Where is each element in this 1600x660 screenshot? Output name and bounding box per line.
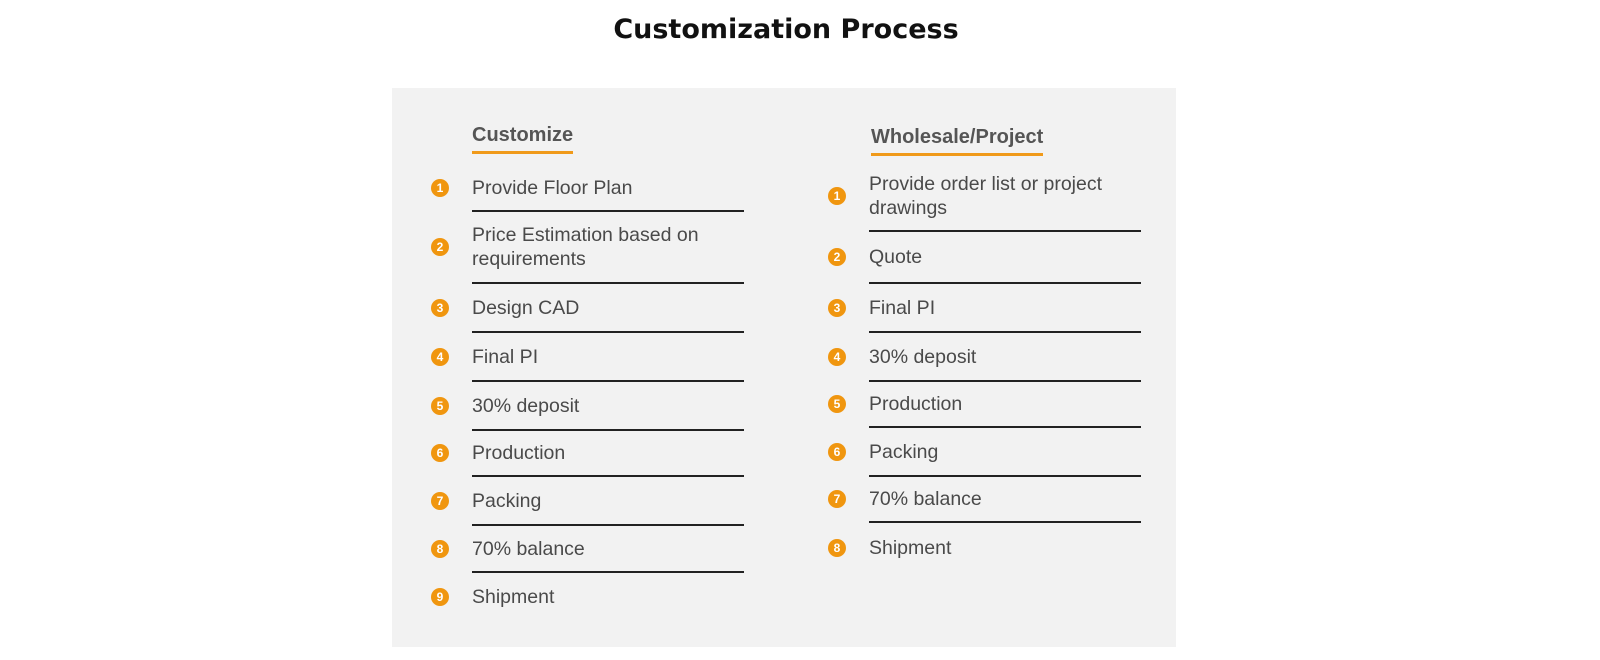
step-label: Final PI [472, 345, 539, 368]
step-label: Packing [869, 440, 939, 463]
step-number-icon: 3 [828, 298, 846, 317]
step-label: Packing [472, 489, 542, 512]
step-number-icon: 1 [431, 178, 449, 197]
step-number-icon: 1 [828, 186, 846, 205]
customize-step: 2 Price Estimation based on requirements [431, 212, 744, 284]
process-panel: Customize 1 Provide Floor Plan 2 Price Est… [392, 88, 1176, 647]
step-number-icon: 3 [431, 298, 449, 317]
wholesale-step: 3 Final PI [828, 284, 1141, 333]
step-number-icon: 2 [828, 248, 846, 266]
customize-step: 6 Production [431, 431, 744, 477]
step-number-icon: 9 [431, 588, 449, 606]
wholesale-step: 7 70% balance [828, 477, 1141, 523]
customize-step: 9 Shipment [431, 573, 744, 621]
wholesale-step: 1 Provide order list or project drawings [828, 161, 1141, 232]
step-number-icon: 5 [828, 395, 846, 413]
customize-step: 1 Provide Floor Plan [431, 165, 744, 212]
step-number-icon: 6 [431, 444, 449, 462]
step-label: Final PI [869, 296, 936, 319]
step-label: Design CAD [472, 296, 580, 319]
customize-heading: Customize [472, 124, 574, 154]
customize-step: 3 Design CAD [431, 284, 744, 333]
step-number-icon: 7 [828, 490, 846, 508]
step-number-icon: 4 [431, 347, 449, 366]
page-title: Customization Process [613, 14, 959, 45]
step-label: Production [869, 393, 963, 415]
wholesale-step: 5 Production [828, 382, 1141, 428]
wholesale-step: 4 30% deposit [828, 333, 1141, 382]
step-label: 70% balance [472, 537, 585, 560]
step-label: Shipment [869, 537, 952, 559]
step-number-icon: 2 [431, 238, 449, 256]
customize-step: 8 70% balance [431, 526, 744, 573]
step-number-icon: 8 [431, 539, 449, 558]
step-label: 30% deposit [472, 394, 580, 417]
step-label: Production [472, 442, 566, 464]
step-number-icon: 4 [828, 347, 846, 366]
customize-step: 7 Packing [431, 477, 744, 526]
step-number-icon: 7 [431, 491, 449, 510]
wholesale-heading: Wholesale/Project [871, 126, 1044, 156]
step-label: 30% deposit [869, 345, 977, 368]
step-number-icon: 5 [431, 396, 449, 415]
step-label: Provide order list or project drawings [869, 172, 1103, 219]
wholesale-step: 8 Shipment [828, 523, 1141, 573]
wholesale-step: 6 Packing [828, 428, 1141, 477]
step-label: Provide Floor Plan [472, 176, 633, 199]
step-label: Price Estimation based on requirements [472, 224, 699, 270]
wholesale-step: 2 Quote [828, 232, 1141, 284]
step-label: Quote [869, 246, 923, 268]
step-label: 70% balance [869, 488, 982, 510]
step-number-icon: 6 [828, 442, 846, 461]
step-number-icon: 8 [828, 539, 846, 557]
step-label: Shipment [472, 586, 555, 608]
customize-step: 4 Final PI [431, 333, 744, 382]
customize-step: 5 30% deposit [431, 382, 744, 431]
